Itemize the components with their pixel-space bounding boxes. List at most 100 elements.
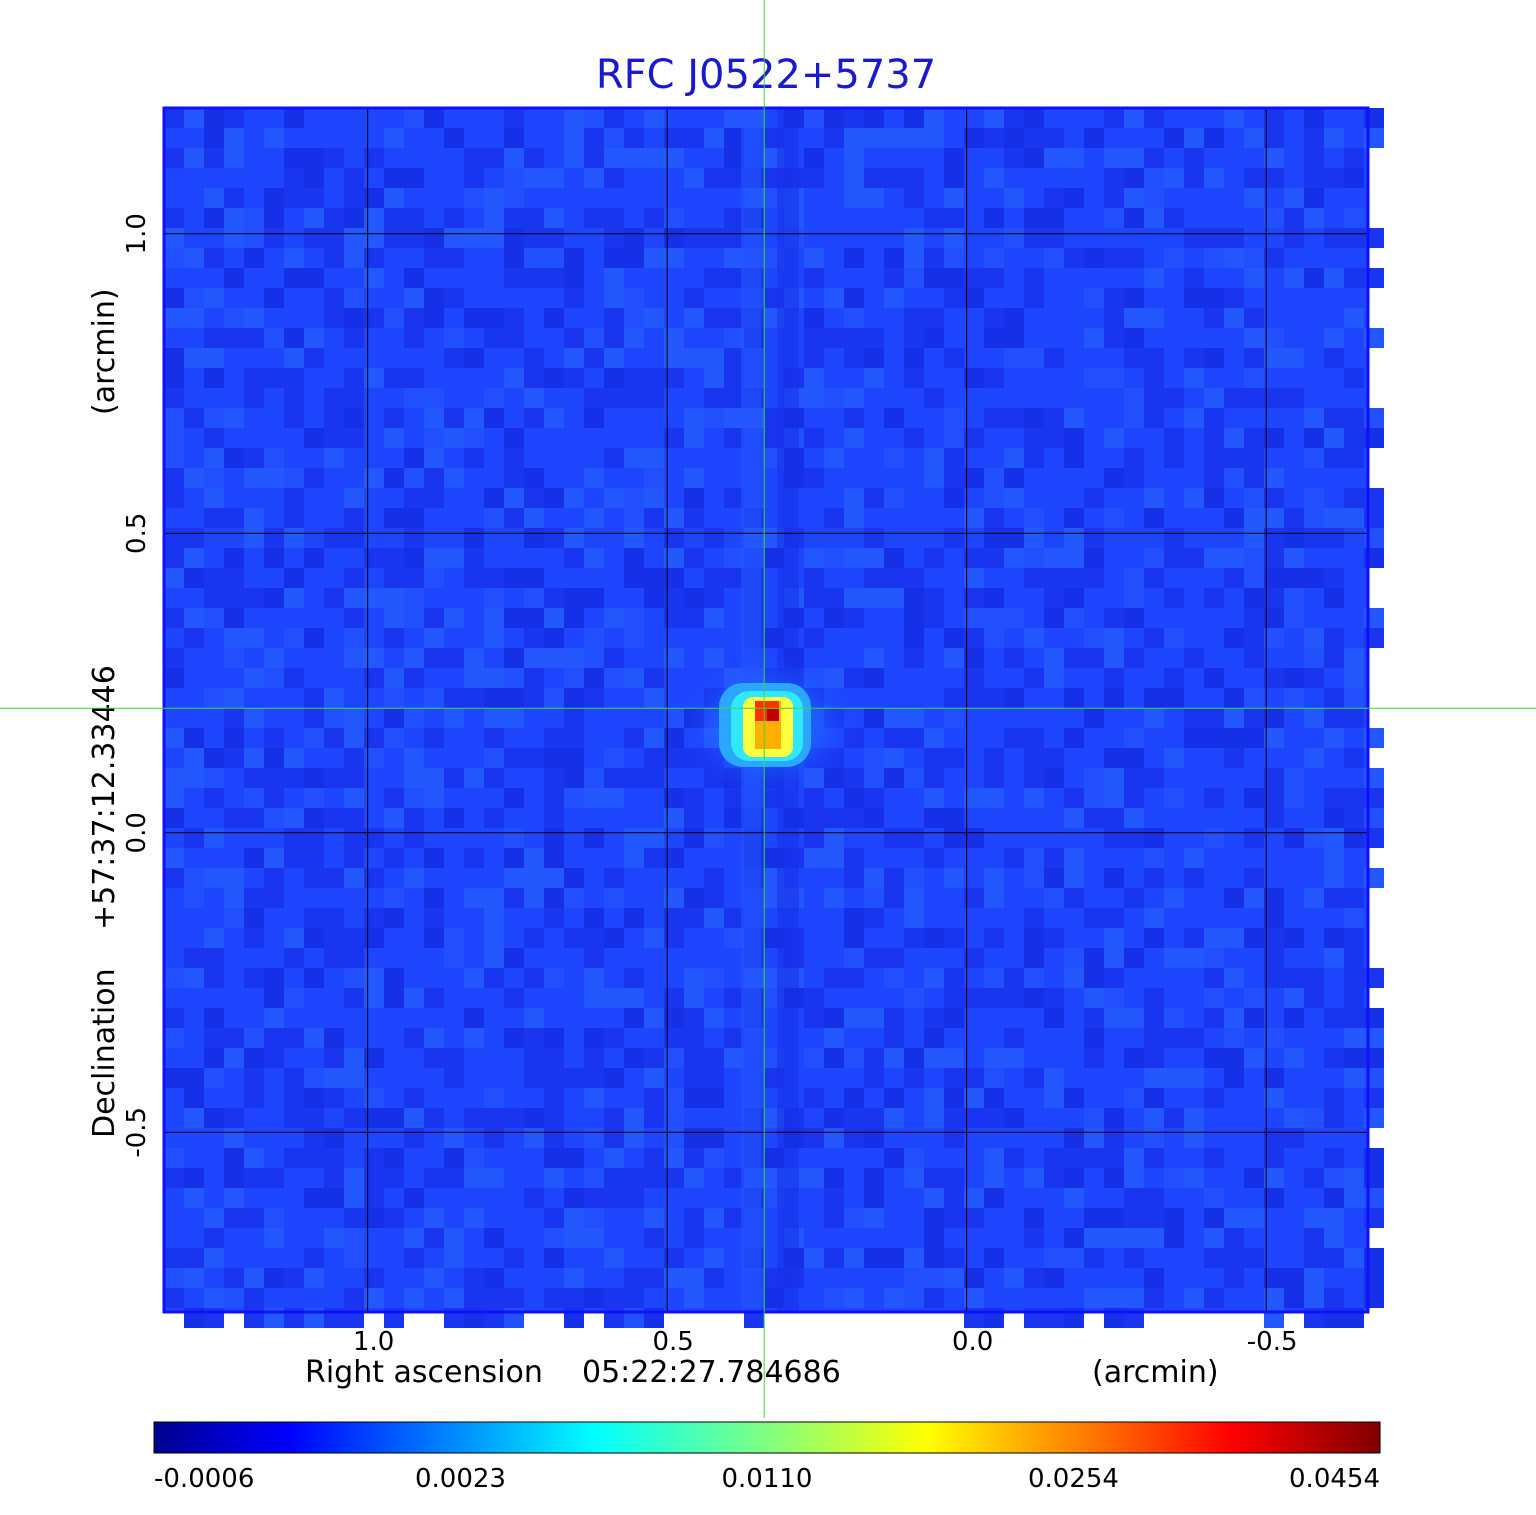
noise-pixel xyxy=(844,668,864,688)
noise-pixel xyxy=(184,608,204,628)
noise-pixel xyxy=(944,648,964,668)
noise-pixel xyxy=(164,868,184,888)
noise-pixel xyxy=(1304,988,1324,1008)
noise-pixel xyxy=(1144,368,1164,388)
noise-pixel xyxy=(684,1048,704,1068)
noise-pixel xyxy=(504,888,524,908)
noise-pixel xyxy=(1264,568,1284,588)
noise-pixel xyxy=(264,1208,284,1228)
noise-pixel xyxy=(204,208,224,228)
noise-pixel xyxy=(204,1048,224,1068)
noise-pixel xyxy=(564,368,584,388)
noise-pixel xyxy=(524,588,544,608)
noise-pixel xyxy=(664,748,684,768)
noise-pixel xyxy=(984,108,1004,128)
noise-pixel xyxy=(244,1148,264,1168)
noise-pixel xyxy=(204,1208,224,1228)
noise-pixel xyxy=(1244,128,1264,148)
noise-pixel xyxy=(164,668,184,688)
noise-pixel xyxy=(984,508,1004,528)
noise-pixel xyxy=(904,308,924,328)
noise-pixel xyxy=(904,108,924,128)
noise-pixel xyxy=(1004,1268,1024,1288)
noise-pixel xyxy=(424,788,444,808)
noise-pixel xyxy=(584,648,604,668)
noise-pixel xyxy=(264,548,284,568)
noise-pixel xyxy=(1264,1128,1284,1148)
noise-pixel xyxy=(1164,1008,1184,1028)
noise-pixel xyxy=(604,648,624,668)
noise-pixel xyxy=(1144,1228,1164,1248)
noise-pixel xyxy=(984,408,1004,428)
noise-pixel xyxy=(264,1048,284,1068)
noise-pixel xyxy=(1144,848,1164,868)
noise-pixel xyxy=(1344,748,1364,768)
noise-pixel xyxy=(224,148,244,168)
noise-pixel xyxy=(1044,588,1064,608)
noise-pixel xyxy=(1084,528,1104,548)
noise-pixel xyxy=(204,1228,224,1248)
noise-pixel xyxy=(1044,1248,1064,1268)
noise-pixel xyxy=(1344,1168,1364,1188)
noise-pixel xyxy=(644,108,664,128)
noise-pixel xyxy=(524,668,544,688)
noise-pixel xyxy=(344,508,364,528)
chart-title: RFC J0522+5737 xyxy=(596,52,936,98)
noise-pixel xyxy=(1104,948,1124,968)
noise-pixel xyxy=(844,548,864,568)
noise-pixel xyxy=(1344,908,1364,928)
noise-pixel xyxy=(1344,428,1364,448)
noise-pixel xyxy=(524,1128,544,1148)
noise-pixel xyxy=(864,1188,884,1208)
noise-pixel xyxy=(424,548,444,568)
noise-pixel xyxy=(964,788,984,808)
noise-pixel xyxy=(1244,1208,1264,1228)
noise-pixel xyxy=(1044,768,1064,788)
colorbar-tick-label: 0.0110 xyxy=(722,1464,813,1494)
noise-pixel xyxy=(1084,1208,1104,1228)
noise-pixel xyxy=(1084,1128,1104,1148)
noise-pixel xyxy=(904,428,924,448)
noise-pixel xyxy=(944,488,964,508)
noise-pixel xyxy=(664,1108,684,1128)
noise-pixel xyxy=(884,748,904,768)
noise-pixel xyxy=(884,488,904,508)
noise-pixel xyxy=(204,188,224,208)
noise-pixel xyxy=(284,628,304,648)
noise-pixel xyxy=(804,1128,824,1148)
noise-pixel xyxy=(444,1248,464,1268)
noise-pixel xyxy=(404,208,424,228)
noise-pixel xyxy=(1244,468,1264,488)
noise-pixel xyxy=(1284,188,1304,208)
noise-pixel xyxy=(364,828,384,848)
noise-pixel xyxy=(824,968,844,988)
noise-pixel xyxy=(884,408,904,428)
noise-pixel xyxy=(1124,948,1144,968)
noise-pixel xyxy=(404,328,424,348)
noise-pixel xyxy=(924,1048,944,1068)
noise-pixel xyxy=(284,588,304,608)
noise-pixel xyxy=(184,1168,204,1188)
noise-pixel xyxy=(944,748,964,768)
noise-pixel xyxy=(984,1048,1004,1068)
noise-pixel xyxy=(1064,1128,1084,1148)
noise-pixel xyxy=(504,748,524,768)
noise-pixel xyxy=(524,508,544,528)
noise-pixel xyxy=(284,1068,304,1088)
noise-pixel xyxy=(1344,988,1364,1008)
noise-pixel xyxy=(444,548,464,568)
noise-pixel xyxy=(1344,1248,1364,1268)
noise-pixel xyxy=(984,308,1004,328)
noise-pixel xyxy=(164,1168,184,1188)
noise-pixel xyxy=(1284,688,1304,708)
noise-pixel xyxy=(1004,608,1024,628)
noise-pixel xyxy=(344,1228,364,1248)
noise-pixel xyxy=(584,548,604,568)
noise-pixel xyxy=(1204,668,1224,688)
noise-pixel xyxy=(1344,308,1364,328)
noise-pixel xyxy=(1024,348,1044,368)
noise-pixel xyxy=(1224,448,1244,468)
noise-pixel xyxy=(804,568,824,588)
noise-pixel xyxy=(664,348,684,368)
noise-pixel xyxy=(604,288,624,308)
